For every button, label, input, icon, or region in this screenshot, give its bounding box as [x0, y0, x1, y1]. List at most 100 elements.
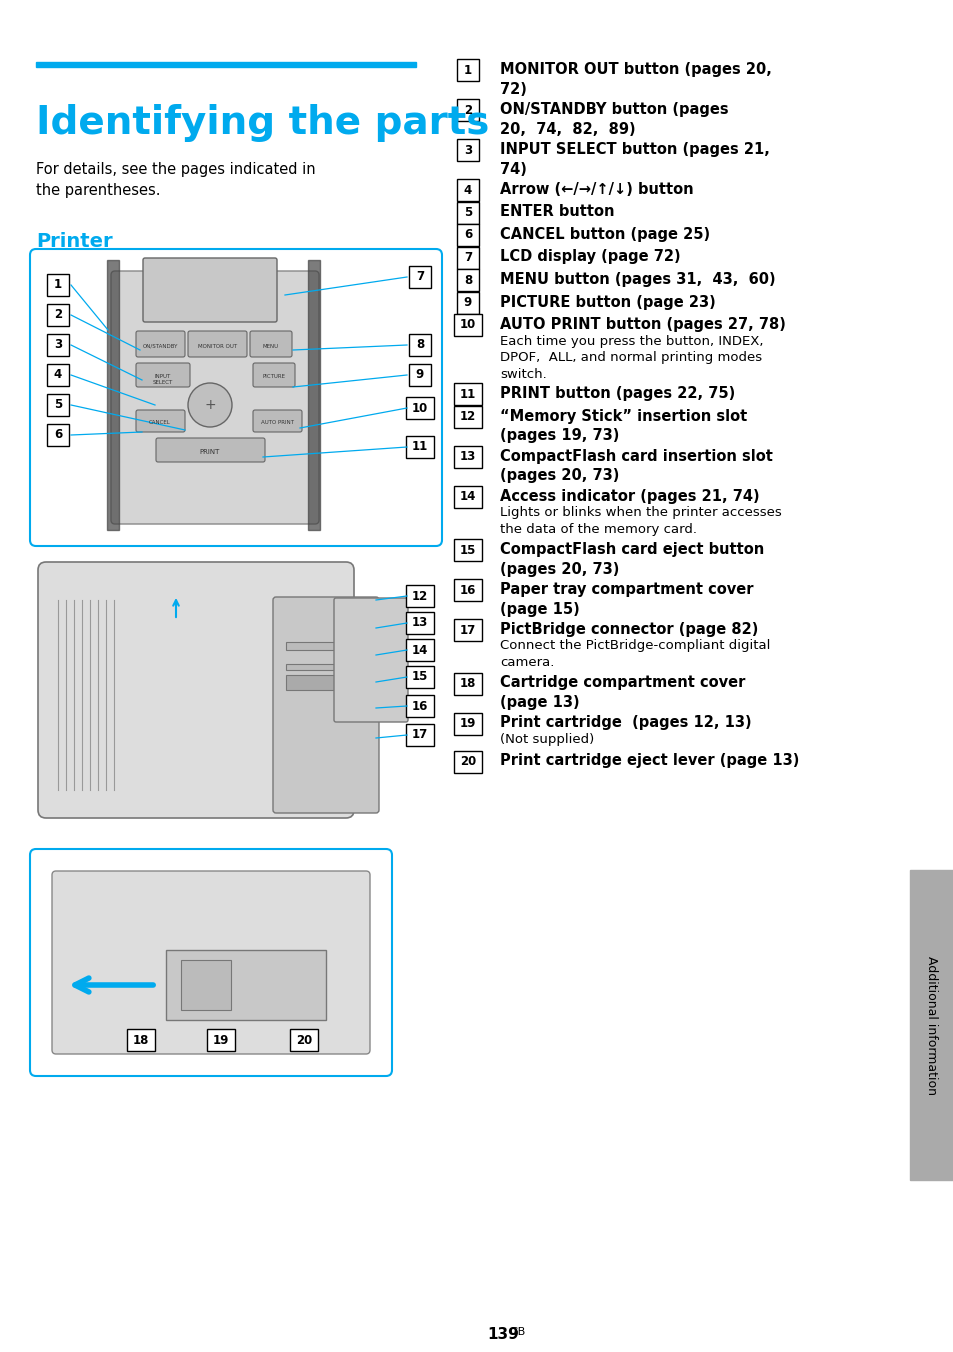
FancyBboxPatch shape [156, 438, 265, 462]
Text: 4: 4 [53, 369, 62, 381]
Text: 4: 4 [463, 184, 472, 196]
Text: Identifying the parts: Identifying the parts [36, 104, 489, 142]
FancyBboxPatch shape [30, 849, 392, 1076]
Text: 20: 20 [295, 1033, 312, 1046]
Bar [909, 869, 953, 1180]
FancyBboxPatch shape [409, 266, 431, 288]
FancyBboxPatch shape [207, 1029, 234, 1051]
Circle shape [188, 383, 232, 427]
FancyBboxPatch shape [454, 383, 481, 406]
Text: For details, see the pages indicated in
the parentheses.: For details, see the pages indicated in … [36, 162, 315, 197]
Text: 14: 14 [412, 644, 428, 657]
FancyBboxPatch shape [250, 331, 292, 357]
Text: 1: 1 [54, 279, 62, 292]
Text: 6: 6 [53, 429, 62, 442]
Text: MONITOR OUT: MONITOR OUT [198, 343, 237, 349]
FancyBboxPatch shape [136, 331, 185, 357]
FancyBboxPatch shape [253, 410, 302, 433]
Text: AUTO PRINT button (pages 27, 78): AUTO PRINT button (pages 27, 78) [499, 316, 785, 333]
Text: INPUT
SELECT: INPUT SELECT [152, 375, 172, 385]
Text: 14: 14 [459, 489, 476, 503]
Text: 16: 16 [412, 699, 428, 713]
FancyBboxPatch shape [47, 304, 69, 326]
FancyBboxPatch shape [406, 667, 434, 688]
FancyBboxPatch shape [406, 585, 434, 607]
Text: “Memory Stick” insertion slot
(pages 19, 73): “Memory Stick” insertion slot (pages 19,… [499, 408, 746, 443]
Bar [286, 642, 335, 650]
Text: 11: 11 [412, 441, 428, 453]
Text: 15: 15 [412, 671, 428, 684]
FancyBboxPatch shape [456, 59, 478, 81]
FancyBboxPatch shape [47, 393, 69, 416]
Text: 10: 10 [412, 402, 428, 415]
FancyBboxPatch shape [456, 269, 478, 291]
Text: PRINT button (pages 22, 75): PRINT button (pages 22, 75) [499, 387, 735, 402]
FancyBboxPatch shape [454, 750, 481, 772]
Text: 15: 15 [459, 544, 476, 557]
Text: CANCEL button (page 25): CANCEL button (page 25) [499, 227, 709, 242]
FancyBboxPatch shape [334, 598, 408, 722]
FancyBboxPatch shape [454, 539, 481, 561]
Text: ON/STANDBY: ON/STANDBY [142, 343, 177, 349]
FancyBboxPatch shape [406, 725, 434, 746]
Bar [107, 260, 119, 530]
Text: Printer: Printer [36, 233, 112, 251]
Text: INPUT SELECT button (pages 21,
74): INPUT SELECT button (pages 21, 74) [499, 142, 769, 177]
FancyBboxPatch shape [456, 292, 478, 314]
FancyBboxPatch shape [406, 397, 434, 419]
Bar [286, 664, 335, 671]
Text: 8: 8 [463, 273, 472, 287]
FancyBboxPatch shape [188, 331, 247, 357]
FancyBboxPatch shape [409, 334, 431, 356]
Text: CANCEL: CANCEL [149, 420, 171, 425]
Text: Paper tray compartment cover
(page 15): Paper tray compartment cover (page 15) [499, 581, 753, 617]
Text: Additional information: Additional information [924, 956, 938, 1095]
Text: 139: 139 [486, 1328, 518, 1343]
Text: 13: 13 [459, 450, 476, 462]
FancyBboxPatch shape [143, 258, 276, 322]
Text: CompactFlash card eject button
(pages 20, 73): CompactFlash card eject button (pages 20… [499, 542, 763, 577]
Text: 5: 5 [463, 206, 472, 219]
Text: 9: 9 [463, 296, 472, 310]
Text: Print cartridge eject lever (page 13): Print cartridge eject lever (page 13) [499, 753, 799, 768]
FancyBboxPatch shape [454, 485, 481, 507]
FancyBboxPatch shape [406, 695, 434, 717]
Bar [181, 960, 231, 1010]
Text: 3: 3 [54, 338, 62, 352]
Text: CompactFlash card insertion slot
(pages 20, 73): CompactFlash card insertion slot (pages … [499, 449, 772, 483]
Text: 18: 18 [459, 677, 476, 690]
FancyBboxPatch shape [456, 224, 478, 246]
Text: PRINT: PRINT [199, 449, 220, 456]
FancyBboxPatch shape [454, 314, 481, 337]
FancyBboxPatch shape [456, 201, 478, 223]
FancyBboxPatch shape [454, 579, 481, 602]
Text: 11: 11 [459, 388, 476, 400]
FancyBboxPatch shape [290, 1029, 317, 1051]
FancyBboxPatch shape [456, 139, 478, 161]
Bar [166, 950, 326, 1019]
Text: GB: GB [509, 1328, 525, 1337]
Text: 2: 2 [463, 104, 472, 116]
Text: 9: 9 [416, 369, 424, 381]
Text: MONITOR OUT button (pages 20,
72): MONITOR OUT button (pages 20, 72) [499, 62, 771, 97]
FancyBboxPatch shape [127, 1029, 154, 1051]
FancyBboxPatch shape [47, 425, 69, 446]
FancyBboxPatch shape [52, 871, 370, 1055]
Text: PICTURE: PICTURE [262, 375, 285, 379]
Text: Cartridge compartment cover
(page 13): Cartridge compartment cover (page 13) [499, 676, 744, 710]
FancyBboxPatch shape [454, 619, 481, 641]
FancyBboxPatch shape [47, 334, 69, 356]
FancyBboxPatch shape [136, 410, 185, 433]
Text: Connect the PictBridge-compliant digital
camera.: Connect the PictBridge-compliant digital… [499, 639, 770, 669]
FancyBboxPatch shape [454, 446, 481, 468]
FancyBboxPatch shape [454, 406, 481, 427]
Text: MENU button (pages 31,  43,  60): MENU button (pages 31, 43, 60) [499, 272, 775, 287]
FancyBboxPatch shape [30, 249, 441, 546]
Text: Each time you press the button, INDEX,
DPOF,  ALL, and normal printing modes
swi: Each time you press the button, INDEX, D… [499, 334, 762, 381]
Text: 7: 7 [463, 251, 472, 264]
FancyBboxPatch shape [456, 178, 478, 201]
Text: ENTER button: ENTER button [499, 204, 614, 219]
Bar [286, 675, 335, 690]
Text: AUTO PRINT: AUTO PRINT [261, 420, 294, 425]
Text: 8: 8 [416, 338, 424, 352]
